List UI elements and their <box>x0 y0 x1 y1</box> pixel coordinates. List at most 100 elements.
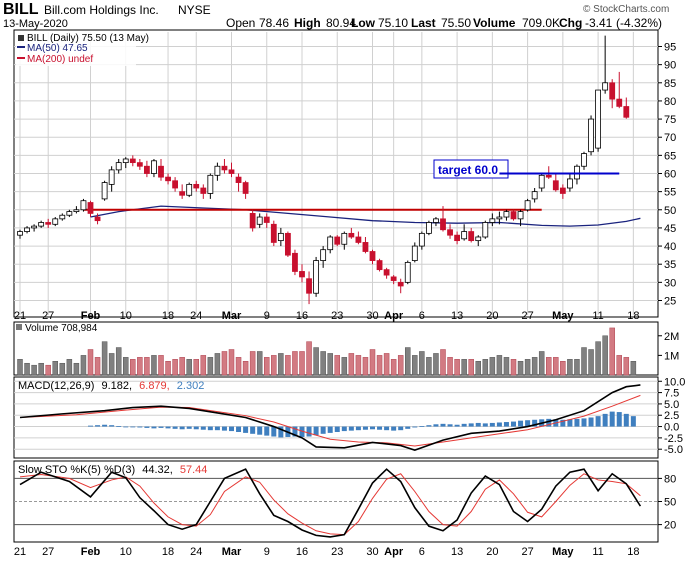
candle-up <box>52 218 59 225</box>
ticker-symbol: BILL <box>3 1 39 18</box>
candle-up <box>404 261 411 283</box>
volume-bar <box>87 349 94 376</box>
x-tick-label-top: 6 <box>419 310 425 322</box>
price-tick-label: 65 <box>664 150 676 162</box>
volume-bar <box>595 341 601 376</box>
macd-hist-bar <box>109 425 115 427</box>
volume-bar <box>574 359 580 376</box>
candle-down <box>87 202 94 214</box>
candle-down <box>165 176 171 182</box>
volume-legend-swatch <box>16 324 22 330</box>
candle-up <box>482 222 489 238</box>
macd-hist-bar <box>468 423 474 427</box>
candle-down <box>270 223 277 243</box>
candle-up <box>151 160 157 174</box>
price-tick-label: 30 <box>664 277 676 289</box>
candle-up <box>313 260 320 294</box>
candle-up <box>531 191 538 200</box>
sto-k-line <box>19 468 642 538</box>
candle-down <box>242 182 249 194</box>
volume-bar <box>440 349 446 376</box>
macd-hist-bar <box>609 411 615 427</box>
candle-up <box>538 174 545 189</box>
macd-hist-bar <box>616 412 622 427</box>
volume-bar <box>355 355 362 376</box>
candle-up <box>503 211 510 218</box>
volume-bar <box>186 359 192 376</box>
candle-down <box>376 260 383 271</box>
macd-hist-bar <box>496 422 502 427</box>
x-tick-label-top: 23 <box>331 310 343 322</box>
change-percent: (-4.32%) <box>616 16 662 30</box>
x-tick-label-top: 27 <box>42 310 54 322</box>
candle-down <box>136 162 143 167</box>
macd-hist-bar <box>475 422 481 427</box>
candle-up <box>38 222 45 227</box>
volume-bar <box>362 357 369 376</box>
macd-hist-bar <box>348 426 354 431</box>
macd-hist-bar <box>362 426 368 430</box>
macd-hist-bar <box>172 426 178 429</box>
candle-up <box>327 236 334 251</box>
macd-tick-label: 10.0 <box>664 376 685 388</box>
macd-hist-bar <box>341 426 347 432</box>
candle-up <box>418 232 425 247</box>
volume-bar <box>546 357 552 376</box>
macd-tick-label: 0.0 <box>664 422 679 434</box>
macd-hist-bar <box>193 426 199 430</box>
volume-label: Volume <box>473 16 516 30</box>
volume-bar <box>278 353 284 376</box>
candle-down <box>440 218 446 231</box>
x-tick-label-top: 10 <box>120 310 132 322</box>
macd-hist-bar <box>440 423 446 427</box>
volume-bar <box>313 347 319 376</box>
volume-bar <box>531 357 538 376</box>
header: BILL Bill.com Holdings Inc. NYSE 13-May-… <box>3 1 669 30</box>
candle-up <box>475 236 482 242</box>
x-tick-label-top: 21 <box>14 310 26 322</box>
x-tick-label-bottom: 11 <box>592 546 603 558</box>
high-label: High <box>294 16 321 30</box>
candle-up <box>66 211 73 216</box>
volume-bar <box>630 361 637 376</box>
macd-hist-bar <box>595 416 601 427</box>
macd-hist-bar <box>412 426 418 428</box>
candle-down <box>454 234 461 242</box>
price-tick-label: 35 <box>664 259 676 271</box>
macd-legend-hist: 2.302 <box>177 380 205 392</box>
volume-bar <box>376 355 383 376</box>
sto-tick-label: 80 <box>664 473 676 485</box>
sto-tick-label: 50 <box>664 497 676 509</box>
macd-hist-bar <box>186 426 192 429</box>
macd-lines <box>19 384 641 451</box>
candle-down <box>235 176 242 183</box>
price-y-ticks: 25 30 35 40 45 50 55 60 65 70 75 80 85 90 95 <box>658 42 676 307</box>
volume-bar <box>553 357 559 376</box>
x-tick-label-bottom: 10 <box>120 546 132 558</box>
volume-bar <box>496 355 503 376</box>
candle-up <box>17 231 23 236</box>
volume-bar <box>348 353 355 376</box>
low-value: 75.10 <box>378 16 408 30</box>
volume-bar <box>609 327 615 376</box>
candle-down <box>362 242 369 252</box>
volume-bar <box>489 357 496 376</box>
candle-down <box>200 187 207 194</box>
x-tick-label-bottom: 21 <box>14 546 26 558</box>
macd-hist-bar <box>102 424 108 427</box>
volume-bar <box>299 351 305 376</box>
macd-hist-bar <box>602 413 608 427</box>
macd-legend-signal: 6.879, <box>139 380 170 392</box>
x-tick-label-top: Feb <box>81 310 101 322</box>
price-tick-label: 25 <box>664 295 676 307</box>
price-panel: 25 30 35 40 45 50 55 60 65 70 75 80 85 90 95 BILL (Dai… <box>13 29 676 318</box>
open-value: 78.46 <box>259 16 289 30</box>
volume-bar <box>503 357 510 376</box>
candle-down <box>228 169 235 174</box>
candle-up <box>80 200 87 211</box>
macd-hist-bar <box>123 426 129 428</box>
volume-bar <box>517 361 524 376</box>
volume-bar <box>602 335 608 376</box>
ma50-line <box>90 205 641 227</box>
volume-bar <box>271 355 277 376</box>
